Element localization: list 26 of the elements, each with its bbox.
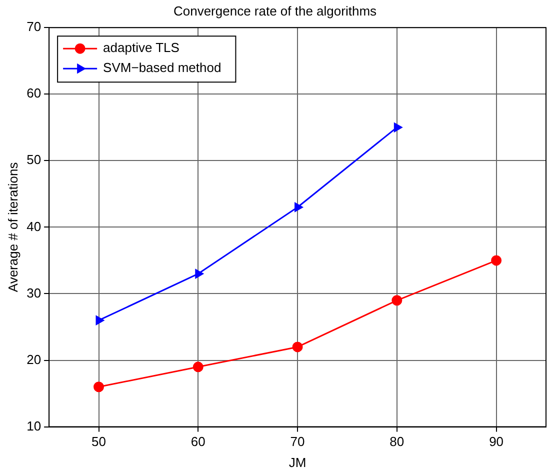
point <box>292 342 303 352</box>
point <box>294 202 303 212</box>
legend-label: adaptive TLS <box>103 40 180 56</box>
y-tick-label: 50 <box>26 152 42 168</box>
y-axis-title: Average # of iterations <box>5 162 20 292</box>
x-tick-label: 90 <box>489 434 504 450</box>
y-tick-label: 10 <box>26 418 42 434</box>
point <box>394 122 402 132</box>
x-tick-label: 70 <box>290 434 305 450</box>
point <box>195 269 204 278</box>
point <box>96 316 104 325</box>
x-tick-label: 50 <box>92 434 106 450</box>
point <box>491 255 502 266</box>
y-tick-label: 30 <box>26 285 42 300</box>
point <box>392 295 402 306</box>
y-tick-label: 70 <box>26 19 42 34</box>
y-tick-label: 60 <box>26 86 42 101</box>
y-tick-label: 20 <box>26 352 42 367</box>
chart-title: Convergence rate of the algorithms <box>173 3 378 18</box>
point <box>94 382 104 392</box>
point <box>192 362 204 372</box>
x-axis-title: JM <box>288 454 306 470</box>
x-tick-label: 80 <box>390 434 404 450</box>
legend-label: SVM−based method <box>103 60 222 76</box>
y-tick-label: 40 <box>26 218 42 234</box>
x-tick-label: 60 <box>190 434 206 450</box>
